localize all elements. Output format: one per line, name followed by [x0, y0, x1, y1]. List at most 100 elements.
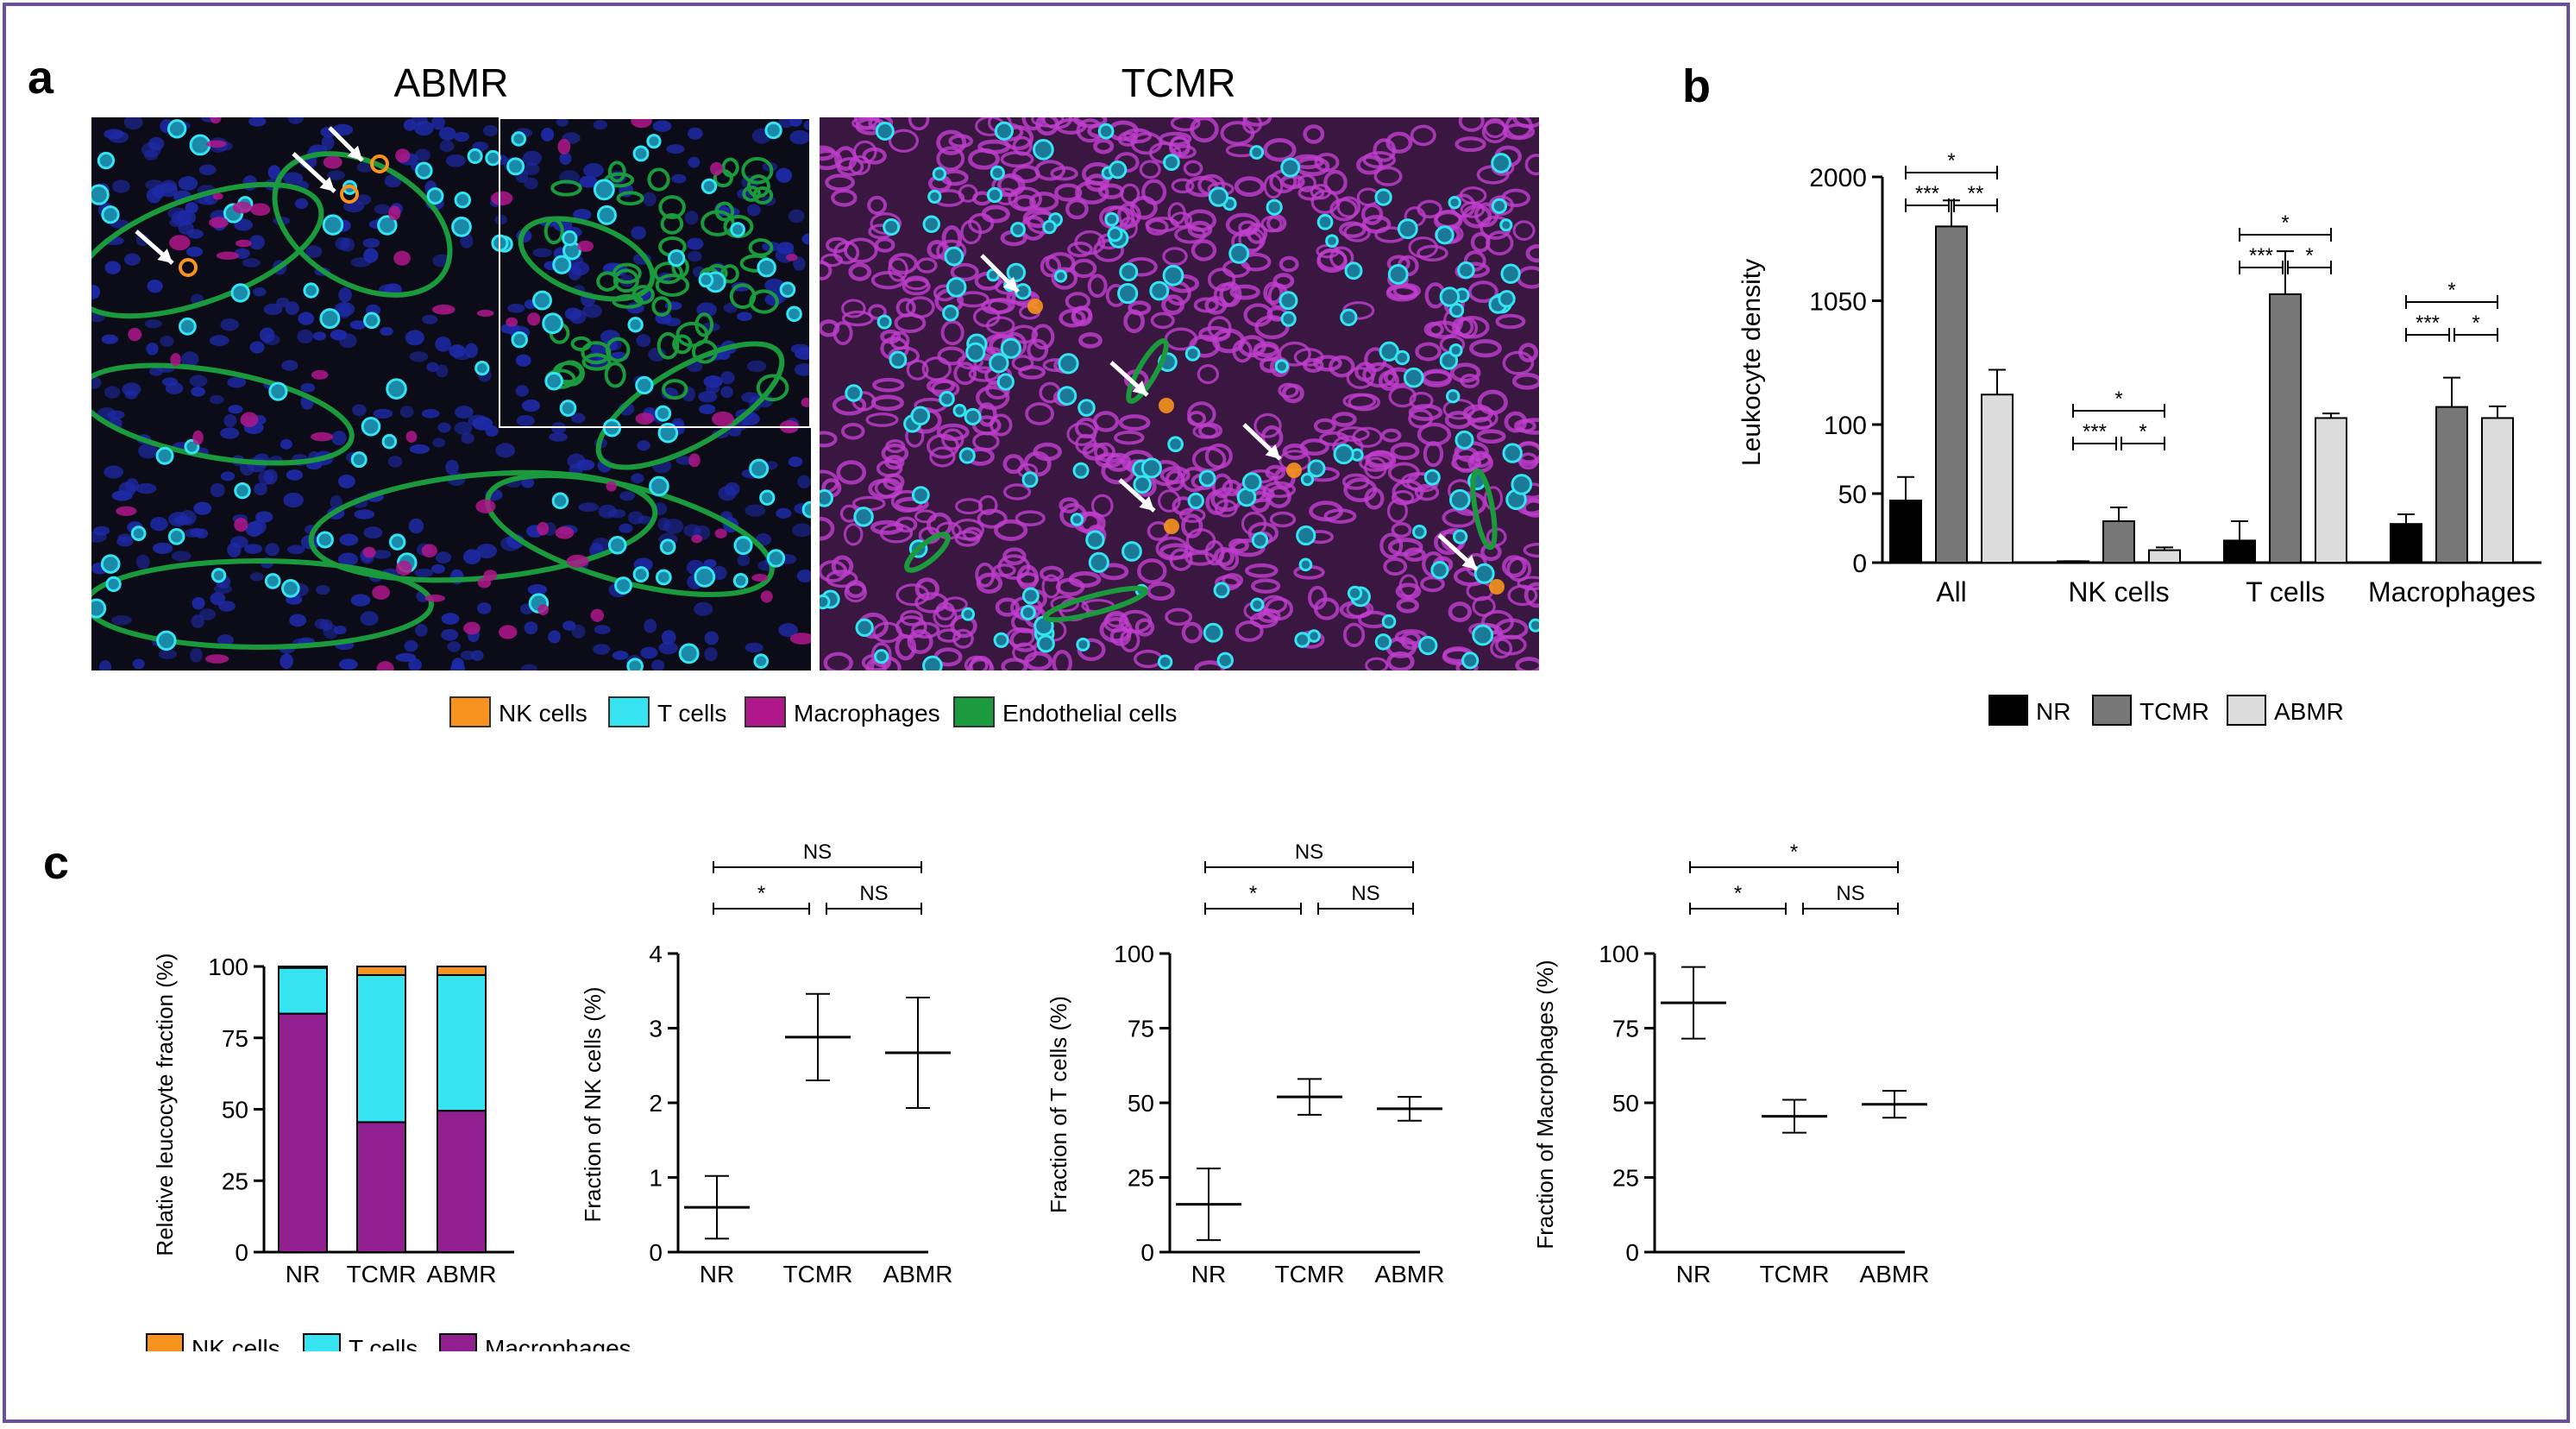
x-category-label: TCMR [347, 1261, 417, 1287]
t-cell [632, 145, 650, 162]
nucleus [794, 363, 811, 376]
legend-label-mac: Macrophages [794, 700, 940, 727]
t-cell [932, 167, 947, 181]
nucleus [549, 432, 569, 442]
macrophage [1408, 404, 1443, 421]
nucleus [362, 237, 380, 249]
t-cell [649, 475, 669, 497]
glomerular-capillary [701, 210, 735, 236]
nk-cell [179, 258, 198, 277]
glomerular-capillary [653, 261, 683, 285]
t-cell [1057, 386, 1078, 406]
nucleus [409, 351, 429, 362]
macrophage [212, 192, 223, 200]
macrophage [250, 203, 271, 217]
nk-cell [1489, 579, 1505, 595]
endothelial-outline [1042, 585, 1149, 623]
t-cell [786, 305, 802, 323]
nucleus [619, 491, 635, 501]
nucleus [746, 360, 767, 373]
nucleus [737, 554, 751, 567]
nucleus [104, 386, 121, 399]
t-cell [1280, 157, 1301, 178]
macrophage [1146, 218, 1169, 236]
macrophage [992, 563, 1016, 577]
panel-label-b: b [1682, 60, 1711, 112]
nucleus [594, 625, 611, 635]
t-cell [855, 618, 874, 637]
macrophage [825, 173, 855, 192]
t-cell [766, 549, 786, 568]
macrophage [1392, 283, 1421, 299]
macrophage [1501, 555, 1527, 578]
x-category-label: ABMR [1375, 1261, 1445, 1287]
macrophage [1524, 582, 1539, 608]
nucleus [380, 326, 393, 337]
t-cell [961, 607, 976, 621]
macrophage [844, 237, 878, 263]
t-cell [234, 482, 251, 500]
t-cell [1300, 472, 1315, 487]
macrophage [1263, 137, 1297, 162]
x-category-label: Macrophages [2368, 576, 2535, 607]
t-cell [1266, 198, 1283, 216]
macrophage [914, 577, 939, 601]
nucleus [158, 649, 178, 659]
t-cell [1107, 226, 1123, 242]
macrophage [712, 411, 734, 427]
y-tick-label: 75 [1612, 1016, 1639, 1042]
macrophage [1348, 393, 1381, 412]
macrophage [1360, 203, 1384, 225]
macrophage [362, 546, 376, 558]
t-cell [820, 594, 831, 610]
glomerular-capillary [691, 339, 719, 364]
macrophage [1329, 355, 1355, 378]
x-category-label: ABMR [427, 1261, 497, 1287]
sig-label: NS [803, 840, 832, 864]
macrophage [1262, 481, 1297, 499]
macrophage [1031, 117, 1065, 128]
nucleus [454, 421, 473, 435]
macrophage [1309, 500, 1344, 522]
macrophage [993, 519, 1028, 541]
nucleus [704, 646, 718, 662]
nucleus [334, 625, 347, 635]
macrophage [950, 262, 979, 281]
sig-label: NS [859, 882, 888, 905]
t-cell [845, 384, 863, 402]
nucleus [684, 211, 699, 225]
nucleus [185, 246, 204, 257]
nucleus [703, 558, 717, 569]
t-cell [388, 533, 406, 551]
nucleus [687, 237, 704, 250]
macrophage [1460, 373, 1480, 388]
macrophage [1420, 576, 1445, 593]
t-cell [698, 272, 714, 288]
macrophage [1299, 438, 1329, 456]
nucleus [141, 142, 161, 158]
nucleus [210, 482, 225, 498]
t-cell [593, 179, 615, 201]
t-cell [853, 507, 874, 527]
macrophage [1065, 292, 1090, 312]
nucleus [524, 177, 538, 190]
macrophage [1260, 425, 1284, 450]
macrophage [1265, 464, 1285, 481]
macrophage [1033, 442, 1062, 462]
t-cell [820, 488, 833, 507]
macrophage [1279, 255, 1299, 273]
nucleus [300, 382, 316, 393]
macrophage [995, 597, 1020, 617]
nucleus [494, 214, 507, 225]
macrophage [831, 555, 854, 577]
macrophage [1002, 547, 1027, 566]
macrophage [1310, 184, 1332, 200]
endothelial-outline [91, 362, 355, 466]
t-cell [614, 576, 632, 595]
macrophage [1524, 154, 1539, 176]
nucleus [180, 351, 199, 368]
macrophage [862, 147, 887, 165]
y-tick-label: 100 [1824, 412, 1867, 440]
macrophage [577, 240, 594, 252]
t-cell [1149, 280, 1170, 301]
